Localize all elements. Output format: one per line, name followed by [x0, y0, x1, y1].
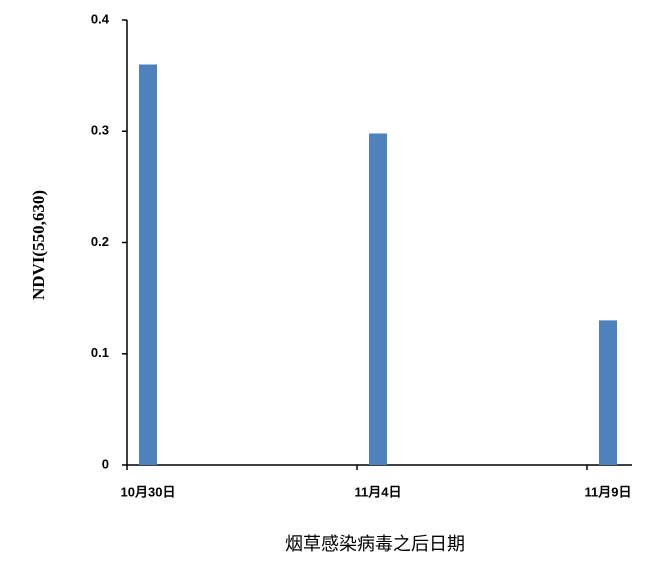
bar	[369, 133, 387, 465]
x-tick-label: 11月4日	[355, 484, 402, 499]
x-tick-label: 11月9日	[585, 484, 632, 499]
bar	[599, 320, 617, 465]
y-tick-label: 0.2	[91, 234, 109, 249]
y-axis-label: NDVI(550,630)	[29, 190, 48, 300]
y-tick-label: 0.3	[91, 123, 109, 138]
x-axis-label: 烟草感染病毒之后日期	[285, 534, 465, 554]
y-tick-label: 0.1	[91, 345, 109, 360]
y-tick-label: 0	[102, 456, 109, 471]
y-tick-label: 0.4	[91, 11, 110, 26]
x-tick-label: 10月30日	[121, 484, 176, 499]
bar	[139, 64, 157, 465]
